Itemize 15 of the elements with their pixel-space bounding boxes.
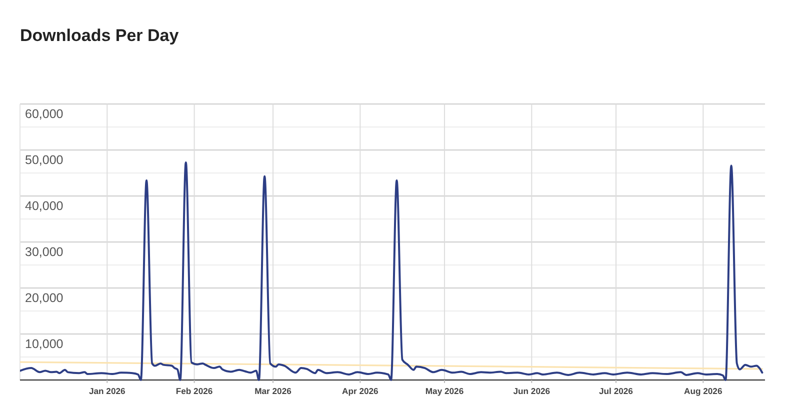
y-tick-label: 20,000 bbox=[25, 291, 64, 305]
chart-title: Downloads Per Day bbox=[20, 26, 180, 45]
x-tick-label: Aug 2026 bbox=[684, 386, 722, 396]
x-tick-label: Mar 2026 bbox=[254, 386, 292, 396]
x-tick-label: May 2026 bbox=[425, 386, 464, 396]
x-tick-label: Feb 2026 bbox=[176, 386, 213, 396]
x-tick-label: Jun 2026 bbox=[513, 386, 550, 396]
x-tick-label: Apr 2026 bbox=[342, 386, 379, 396]
y-tick-label: 40,000 bbox=[25, 199, 64, 213]
y-tick-label: 30,000 bbox=[25, 245, 64, 259]
x-tick-label: Jan 2026 bbox=[88, 386, 126, 396]
x-tick-label: Jul 2026 bbox=[599, 386, 634, 396]
y-tick-label: 10,000 bbox=[25, 337, 64, 351]
y-tick-label: 60,000 bbox=[25, 107, 64, 121]
y-tick-label: 50,000 bbox=[25, 153, 64, 167]
